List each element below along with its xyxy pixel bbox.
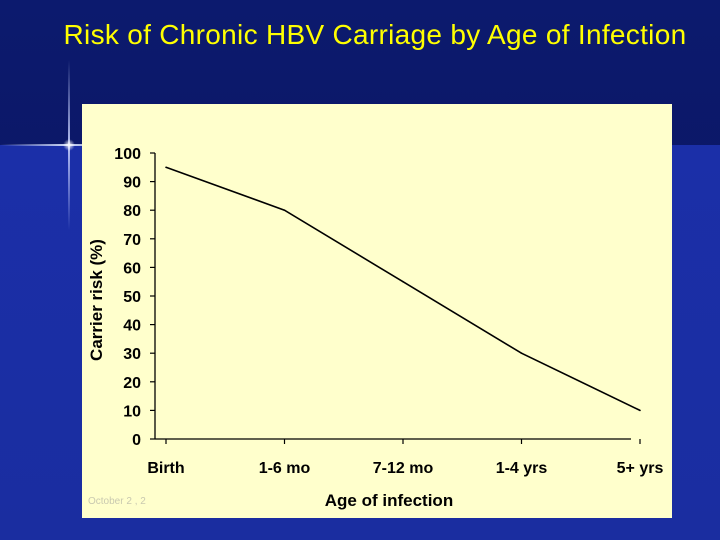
y-tick-label: 60	[123, 260, 141, 277]
x-tick-label: 7-12 mo	[373, 460, 434, 477]
data-point	[283, 209, 286, 211]
x-tick-label: 1-4 yrs	[496, 460, 548, 477]
y-tick-label: 80	[123, 203, 141, 220]
series-line	[165, 166, 641, 412]
y-tick-label: 90	[123, 175, 141, 192]
x-tick-label: Birth	[147, 460, 184, 477]
x-axis-title: Age of infection	[325, 491, 453, 510]
sparkle-decoration-horizontal	[0, 144, 150, 146]
y-tick-label: 20	[123, 375, 141, 392]
x-tick-label: 5+ yrs	[617, 460, 664, 477]
y-tick-label: 50	[123, 289, 141, 306]
x-tick-label: 1-6 mo	[259, 460, 311, 477]
y-tick-label: 10	[123, 403, 141, 420]
y-tick-label: 40	[123, 318, 141, 335]
data-point	[639, 409, 641, 412]
data-point	[520, 352, 523, 354]
y-tick-label: 0	[132, 432, 141, 449]
sparkle-decoration-core	[63, 139, 75, 151]
y-tick-label: 30	[123, 346, 141, 363]
slide-title: Risk of Chronic HBV Carriage by Age of I…	[63, 19, 687, 50]
y-tick-label: 100	[114, 146, 141, 163]
y-tick-label: 70	[123, 232, 141, 249]
chart-panel: 0 10 20 30 40 50 60 70 80 90 100 Birth 1-6 mo 7-12 mo…	[82, 104, 672, 518]
y-axis-title: Carrier risk (%)	[87, 239, 106, 361]
data-point	[165, 166, 167, 169]
line-chart: 0 10 20 30 40 50 60 70 80 90 100 Birth 1-6 mo 7-12 mo…	[87, 146, 664, 510]
data-point	[402, 280, 404, 283]
footer-date: October 2 , 2	[88, 496, 146, 507]
